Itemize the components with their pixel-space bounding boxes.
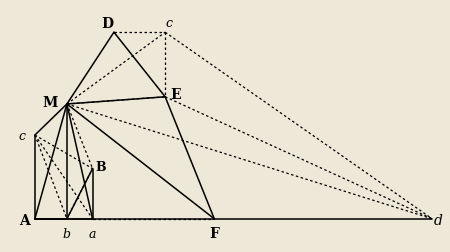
Text: A: A xyxy=(19,213,30,227)
Text: M: M xyxy=(42,95,58,109)
Text: c: c xyxy=(166,17,173,30)
Text: a: a xyxy=(89,227,96,240)
Text: D: D xyxy=(101,17,113,30)
Text: F: F xyxy=(209,226,219,240)
Text: c: c xyxy=(18,129,26,142)
Text: B: B xyxy=(95,160,106,173)
Text: E: E xyxy=(171,88,181,102)
Text: d: d xyxy=(434,213,443,227)
Text: b: b xyxy=(63,227,71,240)
